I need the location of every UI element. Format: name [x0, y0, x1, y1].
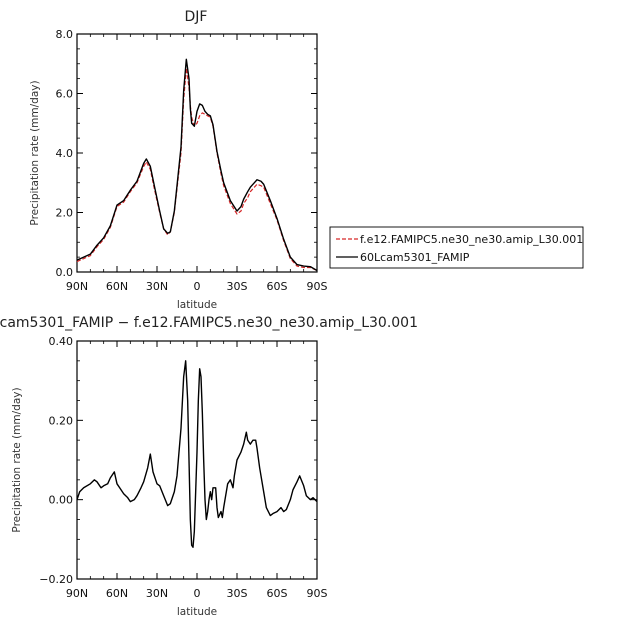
x-tick-label: 60N — [106, 280, 128, 293]
x-tick-label: 30S — [227, 280, 248, 293]
top-panel: DJF 0.02.04.06.08.0 90N 60N 30N 0 30S 60S 90S … — [29, 9, 328, 311]
y-tick-label: 0.00 — [49, 494, 74, 507]
y-tick-label: 6.0 — [56, 88, 74, 101]
legend-box — [329, 226, 584, 269]
x-tick-label: 30N — [146, 587, 168, 600]
x-tick-label: 30S — [227, 587, 248, 600]
bottom-x-ticks: 90N 60N 30N 0 30S 60S 90S — [66, 341, 328, 600]
top-plot-frame — [76, 33, 318, 273]
series-line-1 — [76, 58, 318, 272]
x-tick-label: 90S — [307, 280, 328, 293]
top-x-axis-label: latitude — [177, 299, 217, 311]
top-x-ticks: 90N 60N 30N 0 30S 60S 90S — [66, 34, 328, 293]
top-chart-title: DJF — [185, 9, 208, 25]
legend-label-60lcam: 60Lcam5301_FAMIP — [360, 251, 470, 264]
top-y-ticks: 0.0 2.0 4.0 6.0 8.0 — [56, 28, 317, 279]
x-tick-label: 60N — [106, 587, 128, 600]
bottom-series-lines — [76, 360, 318, 548]
legend: f.e12.FAMIPC5.ne30_ne30.amip_L30.001 60L… — [329, 226, 584, 269]
bottom-panel: 60Lcam5301_FAMIP − f.e12.FAMIPC5.ne30_ne… — [0, 315, 418, 618]
x-tick-label: 0 — [194, 587, 201, 600]
top-y-axis-label: Precipitation rate (mm/day) — [29, 80, 41, 225]
x-tick-label: 90N — [66, 587, 88, 600]
top-series-lines — [76, 58, 318, 272]
bottom-x-axis-label: latitude — [177, 606, 217, 618]
y-tick-label: 0.40 — [49, 335, 74, 348]
x-tick-label: 90N — [66, 280, 88, 293]
x-tick-label: 60S — [267, 280, 288, 293]
y-tick-label: 2.0 — [56, 207, 74, 220]
y-tick-label: 8.0 — [56, 28, 74, 41]
y-tick-label: 0.20 — [49, 414, 74, 427]
x-tick-label: 60S — [267, 587, 288, 600]
x-tick-label: 30N — [146, 280, 168, 293]
bottom-y-ticks: −0.20 0.00 0.20 0.40 — [39, 335, 317, 586]
y-tick-label: −0.20 — [39, 573, 73, 586]
bottom-chart-title: 60Lcam5301_FAMIP − f.e12.FAMIPC5.ne30_ne… — [0, 315, 418, 331]
y-tick-label: 0.0 — [56, 266, 74, 279]
y-tick-label: 4.0 — [56, 147, 74, 160]
x-tick-label: 0 — [194, 280, 201, 293]
x-tick-label: 90S — [307, 587, 328, 600]
legend-label-famipc5: f.e12.FAMIPC5.ne30_ne30.amip_L30.001 — [360, 233, 583, 246]
bottom-y-axis-label: Precipitation rate (mm/day) — [11, 387, 23, 532]
series-line-0 — [76, 360, 318, 548]
series-line-0 — [76, 67, 318, 272]
